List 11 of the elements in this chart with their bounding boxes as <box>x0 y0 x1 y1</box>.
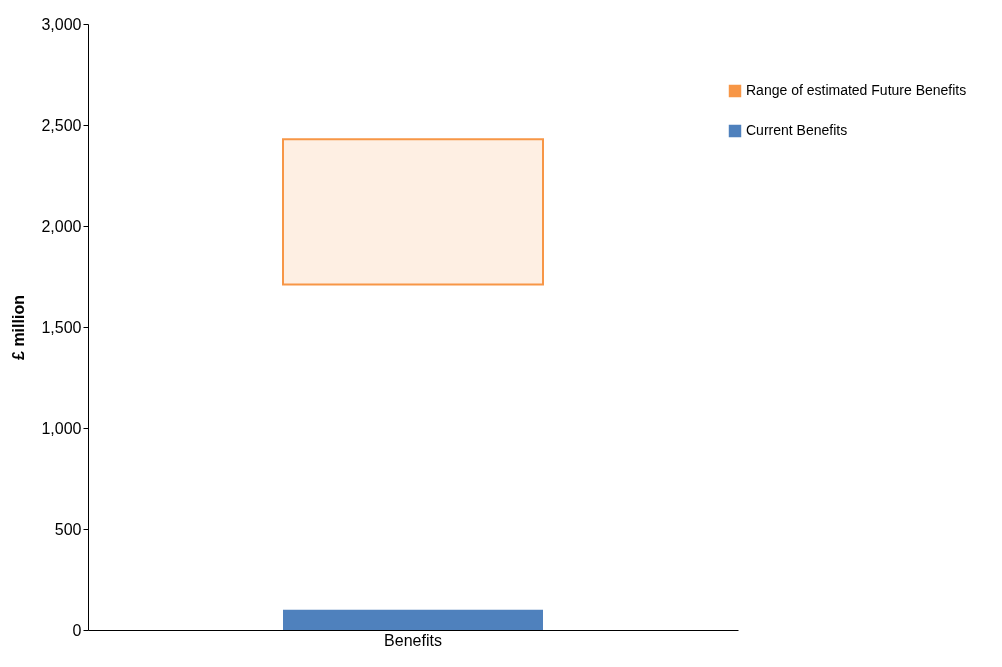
y-tick-label: 2,000 <box>41 217 82 235</box>
y-axis-title: £ million <box>10 295 28 360</box>
y-tick-label: 0 <box>72 621 82 639</box>
y-tick-label: 2,500 <box>41 116 82 134</box>
y-tick-label: 1,500 <box>41 318 82 336</box>
legend-label: Range of estimated Future Benefits <box>746 82 967 98</box>
y-tick-label: 1,000 <box>41 419 82 437</box>
y-tick-label: 3,000 <box>41 15 82 33</box>
legend-label: Current Benefits <box>746 122 848 138</box>
x-tick-label: Benefits <box>384 631 442 649</box>
y-tick-label: 500 <box>54 520 82 538</box>
